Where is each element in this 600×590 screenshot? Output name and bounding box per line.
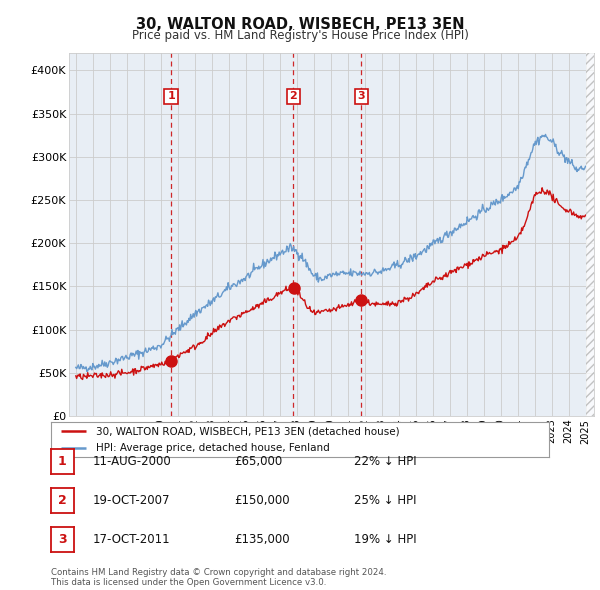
Text: 1: 1 <box>58 455 67 468</box>
Text: 2: 2 <box>58 494 67 507</box>
Text: 17-OCT-2011: 17-OCT-2011 <box>93 533 170 546</box>
Text: 1: 1 <box>167 91 175 101</box>
Text: HPI: Average price, detached house, Fenland: HPI: Average price, detached house, Fenl… <box>96 442 329 453</box>
Text: 30, WALTON ROAD, WISBECH, PE13 3EN: 30, WALTON ROAD, WISBECH, PE13 3EN <box>136 17 464 31</box>
Text: Price paid vs. HM Land Registry's House Price Index (HPI): Price paid vs. HM Land Registry's House … <box>131 30 469 42</box>
Text: £135,000: £135,000 <box>234 533 290 546</box>
Text: 11-AUG-2000: 11-AUG-2000 <box>93 455 172 468</box>
Text: 3: 3 <box>58 533 67 546</box>
Text: 19% ↓ HPI: 19% ↓ HPI <box>354 533 416 546</box>
Text: Contains HM Land Registry data © Crown copyright and database right 2024.
This d: Contains HM Land Registry data © Crown c… <box>51 568 386 587</box>
Text: 3: 3 <box>358 91 365 101</box>
Text: 2: 2 <box>289 91 297 101</box>
Text: 25% ↓ HPI: 25% ↓ HPI <box>354 494 416 507</box>
Text: 22% ↓ HPI: 22% ↓ HPI <box>354 455 416 468</box>
Text: 30, WALTON ROAD, WISBECH, PE13 3EN (detached house): 30, WALTON ROAD, WISBECH, PE13 3EN (deta… <box>96 427 400 437</box>
Text: £150,000: £150,000 <box>234 494 290 507</box>
Text: £65,000: £65,000 <box>234 455 282 468</box>
Text: 19-OCT-2007: 19-OCT-2007 <box>93 494 170 507</box>
